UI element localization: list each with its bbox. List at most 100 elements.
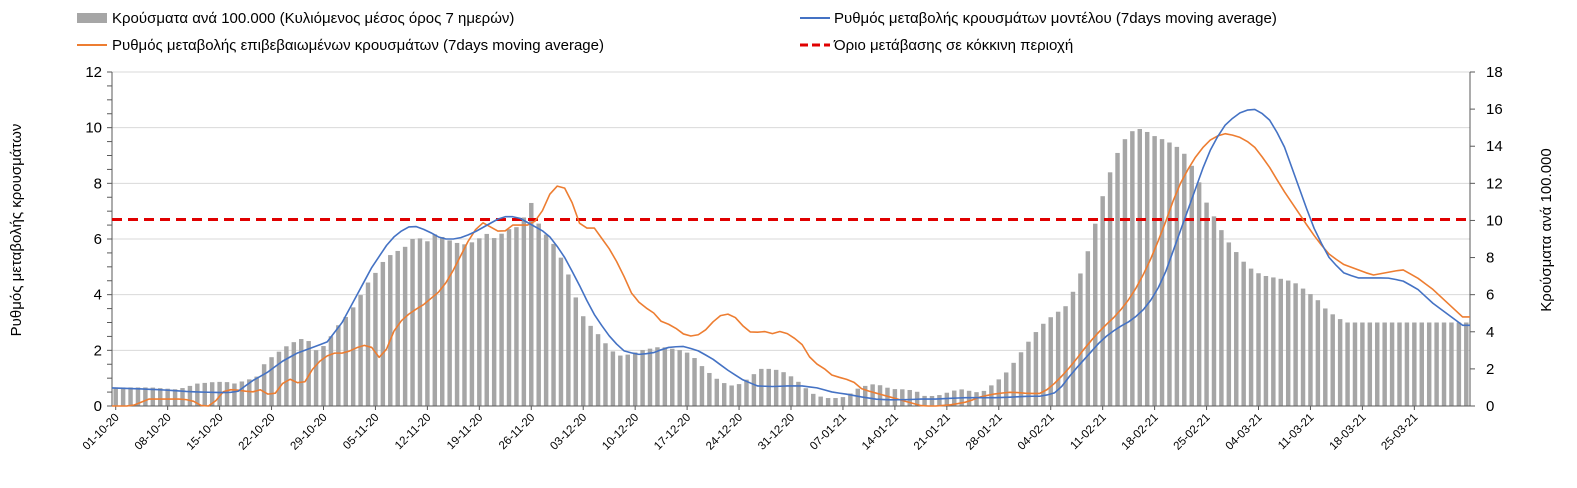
bar (603, 343, 608, 406)
x-tick-label: 18-02-21 (1120, 412, 1161, 453)
bar (1412, 322, 1417, 406)
bar (328, 336, 334, 406)
bar (1219, 230, 1224, 406)
bar (128, 387, 133, 406)
x-tick-label: 21-01-21 (912, 412, 953, 453)
bar (1234, 252, 1239, 406)
bar (729, 385, 734, 406)
bar (491, 238, 497, 406)
y-right-tick-label: 16 (1486, 101, 1503, 118)
bar (306, 341, 311, 406)
bars-series (113, 129, 1469, 407)
bar (1137, 129, 1143, 406)
bar (1323, 308, 1328, 406)
bar (336, 325, 341, 406)
bar (388, 255, 393, 406)
bar (135, 387, 141, 406)
bar (1360, 322, 1365, 406)
x-tick-label: 22-10-20 (237, 412, 278, 453)
bar (1315, 300, 1321, 406)
bar (677, 350, 682, 406)
bar (1063, 306, 1068, 406)
bar (1085, 251, 1091, 406)
bar (454, 242, 460, 406)
bar (707, 372, 712, 406)
y-right-tick-label: 2 (1486, 361, 1494, 378)
bar (1426, 322, 1432, 406)
bar (224, 382, 230, 406)
bar (1256, 273, 1261, 406)
bar (484, 233, 489, 406)
bar (922, 395, 927, 406)
bar (759, 368, 764, 406)
bar (1115, 152, 1120, 406)
bar (1456, 322, 1462, 406)
bar (291, 342, 297, 406)
bar (321, 346, 326, 406)
legend-confirmed-label: Ρυθμός μεταβολής επιβεβαιωμένων κρουσμάτ… (112, 37, 604, 54)
bar (150, 387, 156, 406)
bar (1278, 278, 1283, 406)
bar (1285, 280, 1291, 406)
x-tick-label: 10-12-20 (600, 412, 641, 453)
bar (1441, 322, 1447, 406)
bar (1375, 322, 1380, 406)
bar (744, 379, 749, 406)
x-tick-label: 31-12-20 (756, 412, 797, 453)
x-tick-label: 19-11-20 (445, 412, 485, 452)
bar (848, 393, 853, 406)
x-tick-label: 15-10-20 (185, 412, 226, 453)
bar (1419, 322, 1424, 406)
bar (417, 238, 423, 406)
bar (721, 383, 727, 406)
bar (172, 389, 178, 406)
bar (1093, 223, 1098, 406)
bar (632, 352, 638, 406)
bar (580, 316, 586, 406)
bar (1248, 268, 1254, 406)
y-left-tick-label: 0 (94, 398, 102, 415)
bar (811, 393, 816, 406)
bar (269, 357, 274, 406)
y-right-tick-label: 0 (1486, 398, 1494, 415)
legend-threshold-label: Όριο μετάβασης σε κόκκινη περιοχή (833, 37, 1073, 54)
bar (833, 398, 838, 406)
bar (1003, 372, 1009, 406)
bar (1345, 322, 1350, 406)
x-tick-label: 04-02-21 (1016, 412, 1057, 453)
y-axis-left-title: Ρυθμός μεταβολής κρουσμάτων (8, 124, 25, 337)
bar (640, 350, 645, 406)
bar (343, 316, 348, 406)
legend: Κρούσματα ανά 100.000 (Κυλιόμενος μέσος … (77, 10, 1277, 54)
bar (1078, 273, 1083, 406)
bar (989, 385, 994, 406)
bar (477, 238, 482, 406)
y-right-tick-label: 6 (1486, 287, 1494, 304)
bar (1167, 142, 1172, 406)
bar (232, 383, 237, 406)
bar (1293, 283, 1298, 406)
bar (395, 250, 400, 406)
bar (840, 397, 846, 406)
y-right-tick-label: 14 (1486, 138, 1503, 155)
x-tick-label: 17-12-20 (652, 412, 693, 453)
bar (1018, 352, 1024, 406)
bar (1033, 332, 1039, 406)
bar (566, 274, 571, 406)
y-right-tick-label: 12 (1486, 175, 1503, 192)
bar (1389, 322, 1395, 406)
bar (499, 233, 504, 406)
bar (1122, 139, 1128, 406)
bar (380, 261, 386, 406)
bar (365, 282, 371, 406)
bar (432, 234, 438, 406)
bar (506, 229, 512, 406)
bar (1352, 322, 1358, 406)
bar (803, 388, 809, 406)
bar (1144, 131, 1150, 406)
bar (180, 388, 185, 406)
bar (1449, 322, 1454, 406)
bar (1434, 322, 1439, 406)
bar (1070, 291, 1076, 406)
bar (1404, 322, 1410, 406)
